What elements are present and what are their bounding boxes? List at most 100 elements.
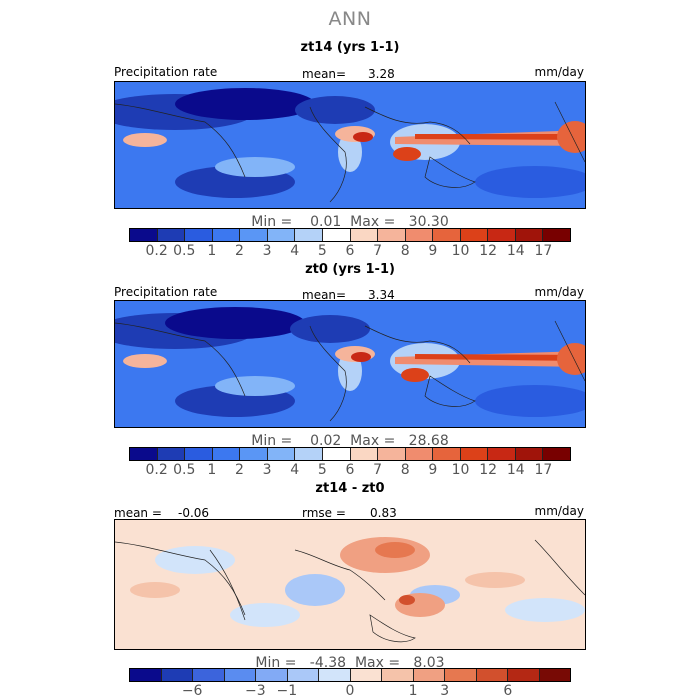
panel3-neg-e xyxy=(505,598,585,622)
panel3-colorbar-swatch xyxy=(287,669,319,681)
panel2-coast-americas xyxy=(115,322,246,397)
panel2-colorbar-tick-label: 1 xyxy=(207,462,217,478)
panel3-colorbar-tick-label: −1 xyxy=(276,683,298,699)
panel3-colorbar-swatch xyxy=(413,669,445,681)
panel1-coast-australia xyxy=(424,156,476,188)
panel1-colorbar-tick-label: 4 xyxy=(290,243,300,259)
panel2-mean-value: 3.34 xyxy=(368,288,395,302)
panel2-coast-australia xyxy=(424,375,476,407)
panel3-pos-png-core xyxy=(399,595,415,605)
panel1-colorbar-tick-label: 0.2 xyxy=(145,243,168,259)
panel2-mean-label: mean= xyxy=(302,288,347,302)
panel3-coast-asia xyxy=(294,549,386,601)
panel2-colorbar-tick-label: 7 xyxy=(373,462,383,478)
panel2-colorbar-swatch xyxy=(295,448,323,460)
panel1-colorbar-swatch xyxy=(433,229,461,241)
panel2-colorbar-swatch xyxy=(433,448,461,460)
panel2-dry-arabia xyxy=(290,315,370,343)
panel3-map xyxy=(114,519,586,650)
panel2-colorbar-tick-label: 0.2 xyxy=(145,462,168,478)
panel2-colorbar-tick-label: 6 xyxy=(345,462,355,478)
panel2-min-label: Min = xyxy=(251,433,293,449)
panel1-colorbar-swatch xyxy=(378,229,406,241)
panel1-colorbar-swatch xyxy=(240,229,268,241)
panel2-max-label: Max = xyxy=(350,433,396,449)
panel2-units: mm/day xyxy=(534,285,585,299)
panel2-colorbar-swatch xyxy=(488,448,516,460)
panel2-wet-newguinea xyxy=(401,368,429,382)
panel1-colorbar-tick-label: 12 xyxy=(479,243,498,259)
panel3-colorbar-swatch xyxy=(319,669,351,681)
figure-suptitle: ANN xyxy=(328,8,372,30)
panel2-minmax: Min = 0.02 Max = 28.68 xyxy=(0,433,700,449)
panel3-colorbar-tick-label: 3 xyxy=(440,683,450,699)
panel1-colorbar-tick-label: 1 xyxy=(207,243,217,259)
panel1-colorbar-swatch xyxy=(488,229,516,241)
panel2-wet-africa-s xyxy=(215,376,295,396)
panel2-colorbar-swatch xyxy=(212,448,241,460)
panel1-dry-sahara xyxy=(175,88,315,120)
panel1-colorbar-tick-label: 5 xyxy=(317,243,327,259)
panel2-min-value: 0.02 xyxy=(310,433,342,449)
panel1-colorbar-swatch xyxy=(185,229,213,241)
panel3-mean-value: -0.06 xyxy=(178,506,210,520)
panel1-colorbar-tick-label: 0.5 xyxy=(173,243,196,259)
panel3-max-value: 8.03 xyxy=(413,655,445,671)
panel2-colorbar-swatch xyxy=(130,448,158,460)
panel3-colorbar-swatch xyxy=(539,669,570,681)
panel3-colorbar-tick-label: −6 xyxy=(181,683,203,699)
panel2-wet-atlantic xyxy=(123,354,167,368)
panel1-field-svg xyxy=(115,82,585,208)
panel3-colorbar-swatch xyxy=(193,669,225,681)
panel1-wet-africa xyxy=(338,132,362,172)
panel1-colorbar-swatch xyxy=(515,229,544,241)
panel3-units: mm/day xyxy=(534,504,585,518)
panel2-max-value: 28.68 xyxy=(408,433,449,449)
panel2-colorbar-swatch xyxy=(322,448,351,460)
panel2-coast-east xyxy=(554,320,585,382)
panel1-colorbar-swatch xyxy=(295,229,323,241)
panel1-colorbar-swatch xyxy=(212,229,241,241)
panel1-field-label: Precipitation rate xyxy=(114,65,218,79)
panel2-coast-asia xyxy=(364,325,471,364)
panel1-dry-sh-pac xyxy=(475,166,585,198)
panel1-mean-value: 3.28 xyxy=(368,67,395,81)
panel1-max-value: 30.30 xyxy=(408,214,449,230)
panel3-min-label: Min = xyxy=(255,655,297,671)
panel3-colorbar-tick-label: 0 xyxy=(345,683,355,699)
panel3-colorbar-swatch xyxy=(508,669,540,681)
panel1-colorbar-tick-label: 14 xyxy=(506,243,525,259)
panel1-colorbar-swatch xyxy=(460,229,489,241)
panel2-colorbar-tick-label: 2 xyxy=(235,462,244,478)
panel3-coast-africa xyxy=(209,549,246,621)
panel3-pos-atl xyxy=(130,582,180,598)
panel2-dry-sahara xyxy=(165,307,305,339)
panel3-field-svg xyxy=(115,520,585,649)
panel3-colorbar-swatch xyxy=(224,669,256,681)
panel1-wet-africa-s xyxy=(215,157,295,177)
panel2-colorbar-tick-label: 0.5 xyxy=(173,462,196,478)
panel2-colorbar-swatch xyxy=(460,448,489,460)
panel2-colorbar-tick-label: 12 xyxy=(479,462,498,478)
panel3-colorbar-swatch xyxy=(130,669,162,681)
panel2-colorbar-swatch xyxy=(185,448,213,460)
panel1-colorbar-swatch xyxy=(322,229,351,241)
panel1-colorbar-tick-label: 10 xyxy=(451,243,470,259)
panel2-colorbar-swatch xyxy=(543,448,570,460)
panel1-colorbar-swatch xyxy=(543,229,570,241)
panel1-colorbar-tick-label: 9 xyxy=(428,243,438,259)
panel3-colorbar-swatch xyxy=(382,669,414,681)
panel1-min-value: 0.01 xyxy=(310,214,342,230)
panel1-colorbar-tick-label: 6 xyxy=(345,243,355,259)
panel1-coast-africa xyxy=(309,106,347,203)
panel2-colorbar-swatch xyxy=(267,448,296,460)
panel3-rmse-label: rmse = xyxy=(302,506,346,520)
panel1-units: mm/day xyxy=(534,65,585,79)
panel3-colorbar-swatch xyxy=(445,669,477,681)
panel2-colorbar-tick-label: 3 xyxy=(262,462,272,478)
panel1-mean-label: mean= xyxy=(302,67,347,81)
panel2-colorbar-tick-label: 5 xyxy=(317,462,327,478)
panel3-coast-australia xyxy=(369,614,416,643)
panel1-colorbar-tick-label: 8 xyxy=(400,243,410,259)
panel1-colorbar-tick-label: 2 xyxy=(235,243,244,259)
